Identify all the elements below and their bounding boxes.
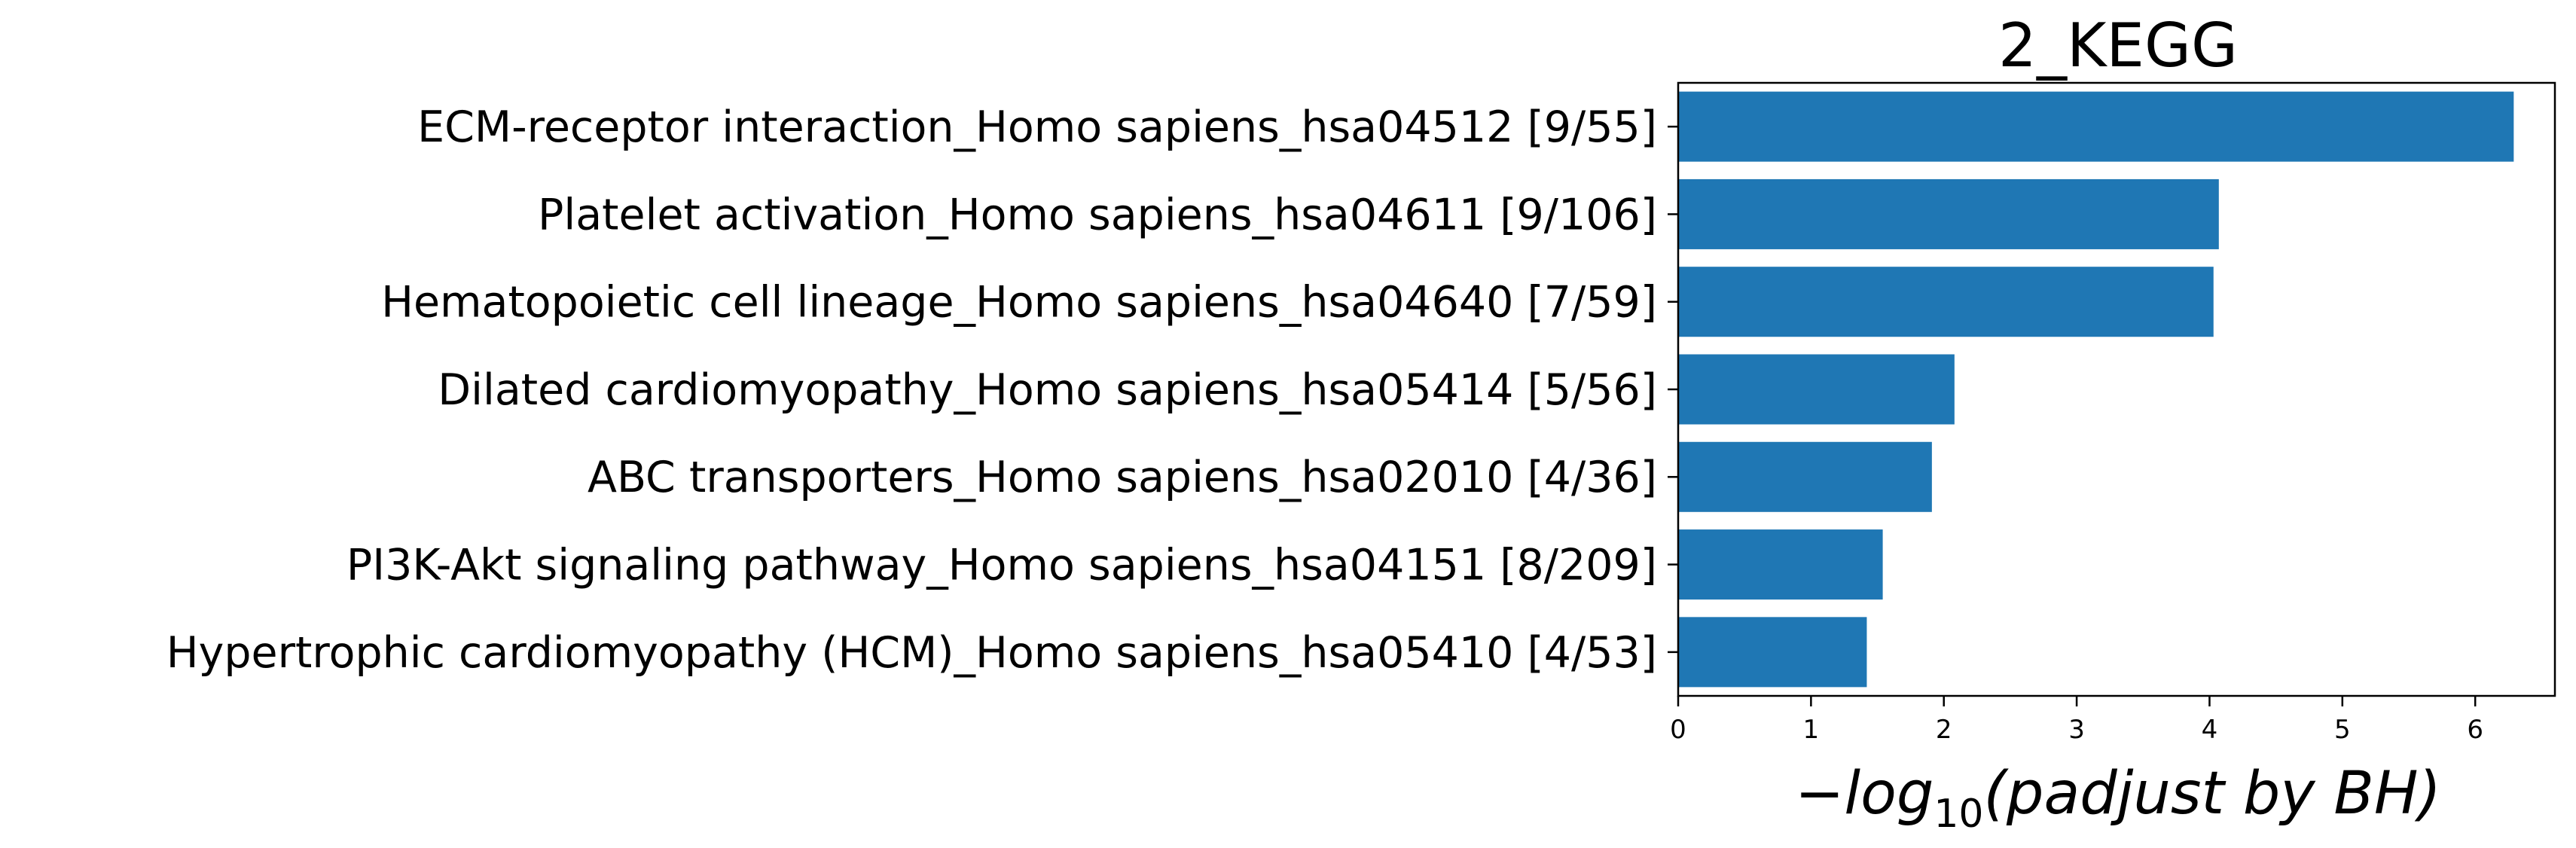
bar-2: [1678, 267, 2214, 337]
x-tick-label-4: 4: [2202, 715, 2218, 745]
bars-group: [1678, 91, 2514, 688]
x-tick-label-3: 3: [2068, 715, 2085, 745]
bar-3: [1678, 354, 1955, 425]
category-label-0: ECM-receptor interaction_Homo sapiens_hs…: [417, 102, 1657, 152]
category-label-2: Hematopoietic cell lineage_Homo sapiens_…: [381, 278, 1657, 328]
category-label-4: ABC transporters_Homo sapiens_hsa02010 […: [588, 453, 1657, 502]
category-label-6: Hypertrophic cardiomyopathy (HCM)_Homo s…: [166, 628, 1657, 678]
category-label-3: Dilated cardiomyopathy_Homo sapiens_hsa0…: [438, 365, 1657, 415]
bar-6: [1678, 617, 1867, 688]
x-tick-label-0: 0: [1670, 715, 1686, 745]
x-axis-label-log: log: [1844, 760, 1934, 828]
chart-title: 2_KEGG: [1998, 11, 2238, 81]
x-tick-label-5: 5: [2334, 715, 2351, 745]
bar-0: [1678, 91, 2514, 162]
category-label-5: PI3K-Akt signaling pathway_Homo sapiens_…: [346, 541, 1657, 590]
x-tick-label-6: 6: [2467, 715, 2483, 745]
x-axis-label: −log10(padjust by BH): [1795, 760, 2441, 837]
plot-frame: [1677, 81, 2556, 697]
x-axis-label-term: (padjust by BH): [1984, 760, 2441, 828]
bar-4: [1678, 441, 1932, 512]
bar-1: [1678, 178, 2219, 249]
category-labels: ECM-receptor interaction_Homo sapiens_hs…: [166, 102, 1678, 678]
bar-5: [1678, 529, 1883, 600]
x-axis-label-base: 10: [1934, 792, 1983, 837]
x-axis-ticks: 0 1 2 3 4 5 6: [1670, 696, 2483, 745]
x-axis-label-minus: −: [1795, 760, 1844, 828]
x-tick-label-2: 2: [1936, 715, 1952, 745]
x-tick-label-1: 1: [1803, 715, 1820, 745]
category-label-1: Platelet activation_Homo sapiens_hsa0461…: [538, 190, 1657, 239]
